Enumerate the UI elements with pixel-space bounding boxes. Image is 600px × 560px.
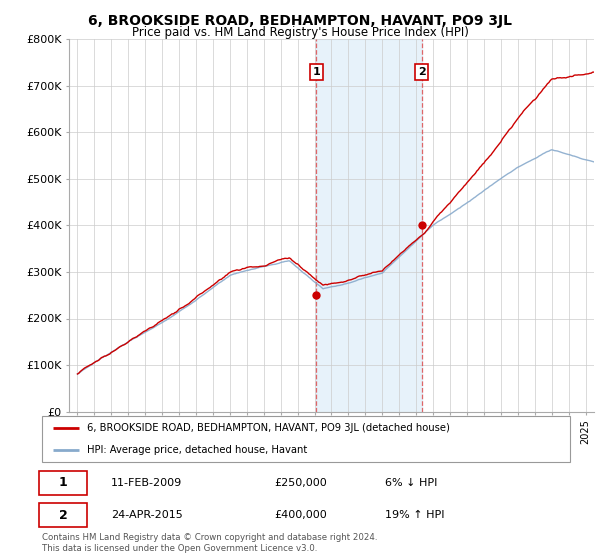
Text: Price paid vs. HM Land Registry's House Price Index (HPI): Price paid vs. HM Land Registry's House …: [131, 26, 469, 39]
Text: HPI: Average price, detached house, Havant: HPI: Average price, detached house, Hava…: [87, 445, 307, 455]
Text: 1: 1: [313, 67, 320, 77]
Text: 2: 2: [59, 508, 67, 521]
Text: 6, BROOKSIDE ROAD, BEDHAMPTON, HAVANT, PO9 3JL: 6, BROOKSIDE ROAD, BEDHAMPTON, HAVANT, P…: [88, 14, 512, 28]
Text: Contains HM Land Registry data © Crown copyright and database right 2024.
This d: Contains HM Land Registry data © Crown c…: [42, 533, 377, 553]
Text: 24-APR-2015: 24-APR-2015: [110, 510, 182, 520]
Text: 6, BROOKSIDE ROAD, BEDHAMPTON, HAVANT, PO9 3JL (detached house): 6, BROOKSIDE ROAD, BEDHAMPTON, HAVANT, P…: [87, 423, 450, 433]
Text: 2: 2: [418, 67, 425, 77]
FancyBboxPatch shape: [40, 470, 87, 495]
Text: 6% ↓ HPI: 6% ↓ HPI: [385, 478, 437, 488]
FancyBboxPatch shape: [40, 503, 87, 528]
Text: 19% ↑ HPI: 19% ↑ HPI: [385, 510, 445, 520]
Text: £250,000: £250,000: [274, 478, 327, 488]
Text: 1: 1: [59, 477, 67, 489]
Text: £400,000: £400,000: [274, 510, 327, 520]
Bar: [316, 39, 422, 412]
Text: 11-FEB-2009: 11-FEB-2009: [110, 478, 182, 488]
